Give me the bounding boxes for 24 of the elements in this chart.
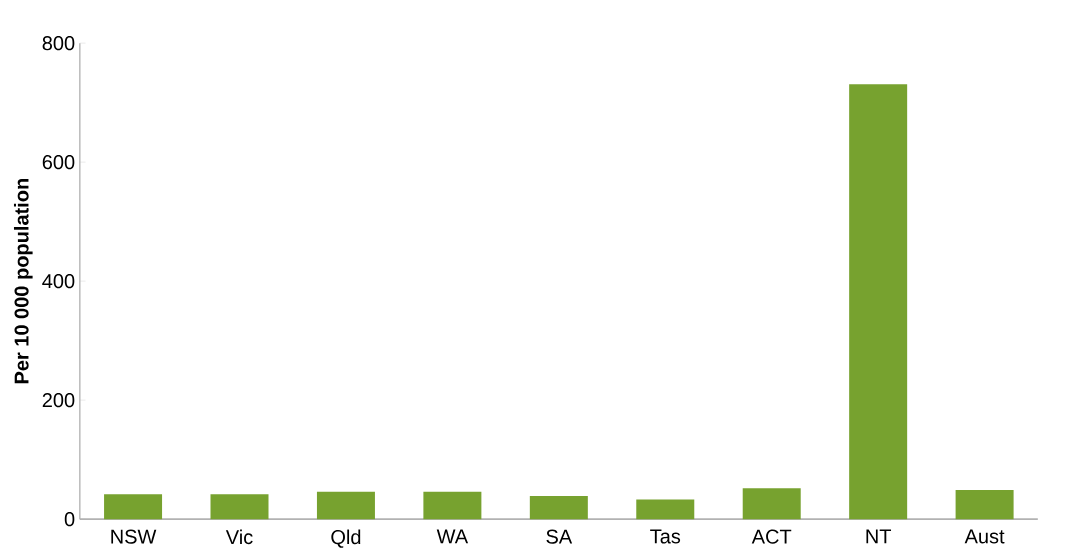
bar bbox=[210, 494, 269, 520]
x-tick-label: Qld bbox=[331, 529, 361, 548]
bar bbox=[955, 489, 1014, 520]
bar bbox=[742, 488, 801, 520]
y-tick-label: 800 bbox=[42, 35, 75, 51]
x-tick-label: NSW bbox=[111, 529, 157, 544]
x-tick-label: WA bbox=[436, 529, 469, 544]
y-tick-label: 0 bbox=[64, 511, 75, 527]
x-tick-label: Tas bbox=[650, 529, 681, 544]
y-tick-label: 400 bbox=[42, 273, 75, 289]
bar bbox=[529, 495, 588, 520]
x-tick-label: Aust bbox=[964, 529, 1005, 544]
x-tick-label: ACT bbox=[751, 529, 792, 544]
bar bbox=[636, 499, 695, 520]
x-tick-label: NT bbox=[866, 529, 892, 544]
y-axis-title: Per 10 000 population bbox=[13, 178, 33, 384]
x-tick-label: SA bbox=[546, 529, 573, 544]
y-tick-label: 200 bbox=[42, 392, 75, 408]
bar bbox=[849, 84, 908, 520]
bar bbox=[104, 494, 163, 520]
bar bbox=[316, 491, 375, 520]
x-tick-label: Vic bbox=[225, 529, 253, 545]
bar bbox=[423, 491, 482, 520]
y-tick-label: 600 bbox=[42, 154, 75, 170]
